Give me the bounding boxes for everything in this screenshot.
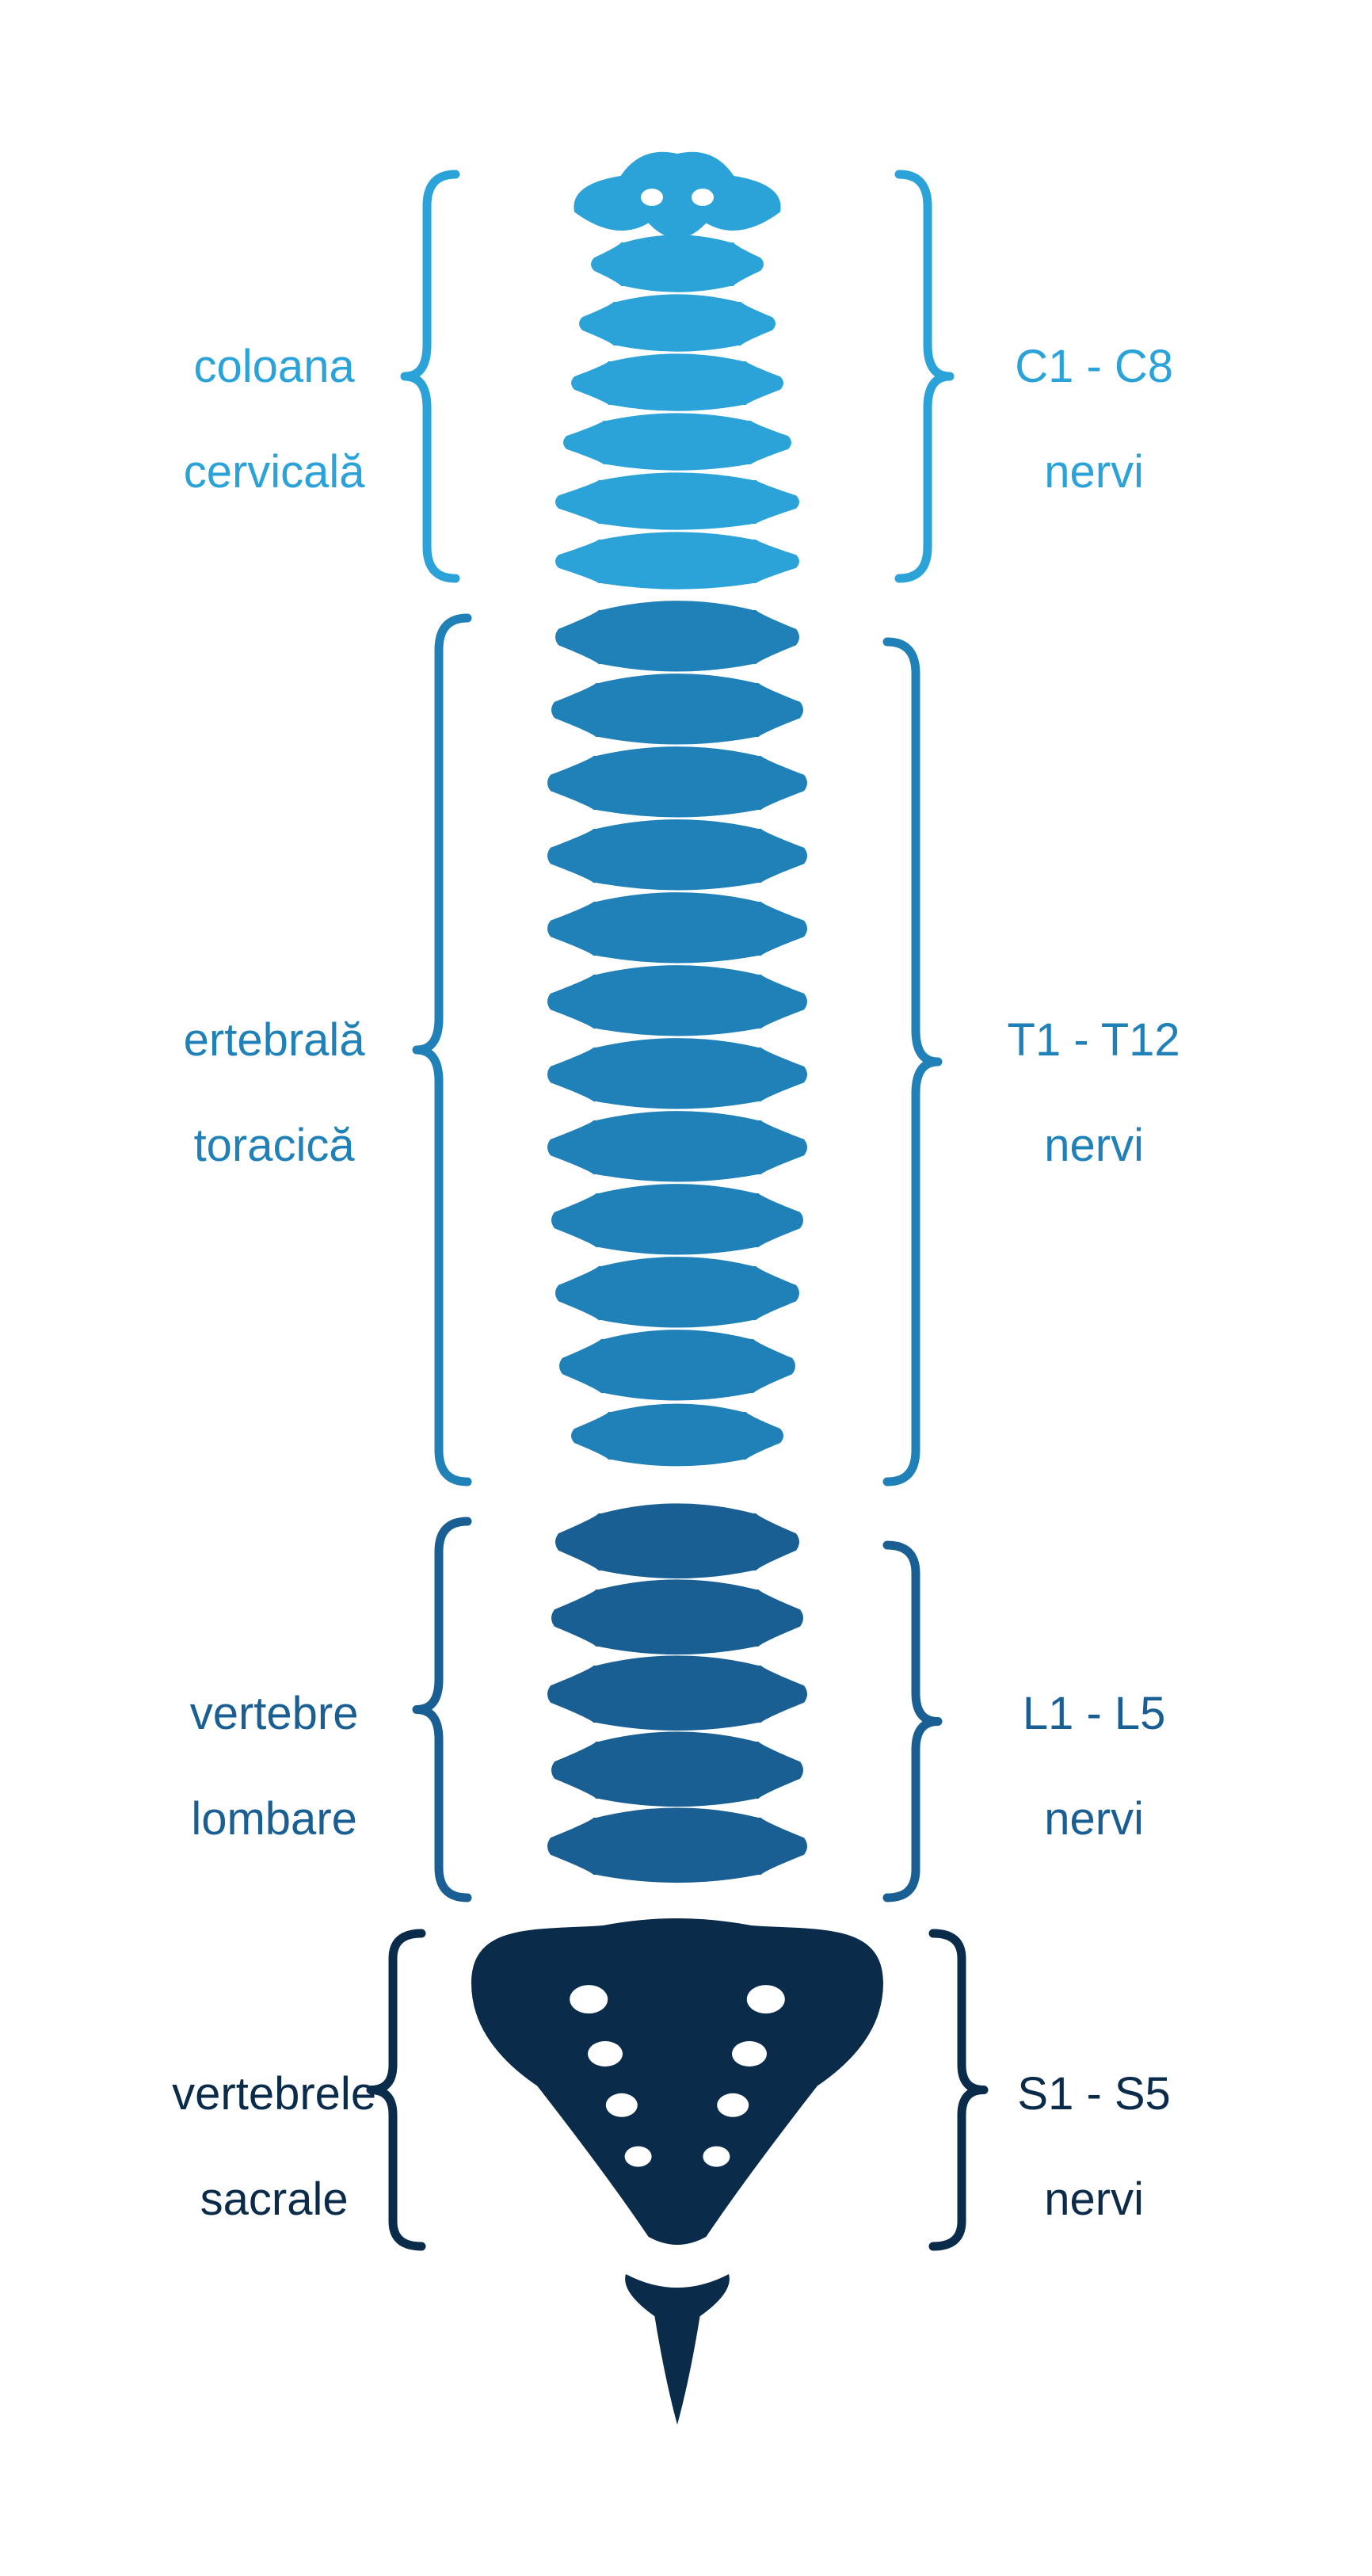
label-line: T1 - T12 [1008, 1014, 1180, 1066]
label-line: S1 - S5 [1017, 2068, 1170, 2120]
label-thoracic-left: ertebrală toracică [55, 961, 467, 1173]
label-line: cervicală [184, 446, 365, 498]
label-cervical-right: C1 - C8 nervi [875, 288, 1287, 499]
label-line: L1 - L5 [1023, 1688, 1166, 1739]
label-line: nervi [1044, 2173, 1144, 2225]
label-line: vertebre [190, 1688, 359, 1739]
label-lumbar-left: vertebre lombare [55, 1635, 467, 1846]
label-line: nervi [1044, 1120, 1144, 1171]
label-lumbar-right: L1 - L5 nervi [875, 1635, 1287, 1846]
label-thoracic-right: T1 - T12 nervi [875, 961, 1287, 1173]
label-line: C1 - C8 [1015, 341, 1173, 392]
label-line: toracică [194, 1120, 355, 1171]
label-line: nervi [1044, 1793, 1144, 1845]
label-line: vertebrele [172, 2068, 376, 2120]
label-sacral-left: vertebrele sacrale [55, 2015, 467, 2227]
label-line: lombare [191, 1793, 357, 1845]
label-cervical-left: coloana cervicală [55, 288, 467, 499]
label-line: sacrale [200, 2173, 349, 2225]
label-line: ertebrală [184, 1014, 365, 1066]
label-sacral-right: S1 - S5 nervi [875, 2015, 1287, 2227]
label-line: nervi [1044, 446, 1144, 498]
label-line: coloana [194, 341, 355, 392]
